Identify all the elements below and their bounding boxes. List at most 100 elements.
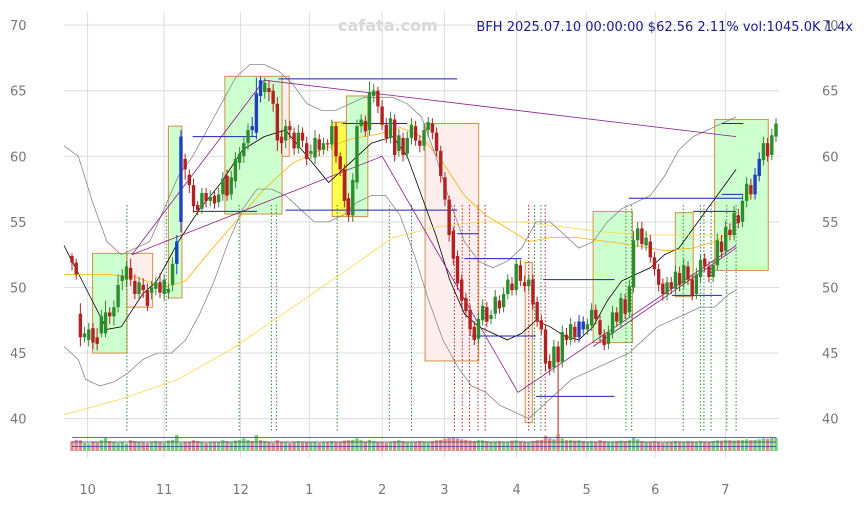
candle-body [418,140,422,146]
volume-bar [351,439,355,451]
y-tick-label: 60 [822,150,839,165]
trend-line [381,156,519,393]
volume-bar [128,440,133,451]
volume-bar [640,441,644,451]
candle-body [372,90,376,96]
volume-bar [170,439,175,451]
volume-bar [623,441,627,451]
candle-body [753,174,757,195]
volume-bar [254,435,259,451]
volume-bar [447,438,451,451]
candle-body [317,139,321,150]
volume-bar [715,440,720,451]
candle-body [728,229,732,235]
candle-body [552,346,556,368]
volume-bar [397,440,401,451]
volume-bar [548,438,552,451]
candle-body [149,287,154,293]
candle-body [384,124,388,138]
candle-body [388,118,393,138]
candle-body [212,195,217,204]
candle-body [669,282,673,289]
candle-body [703,258,707,267]
volume-bar [196,441,200,451]
candle-body [573,326,577,338]
candle-body [70,255,74,263]
candle-body [154,282,158,289]
volume-bar [543,435,548,451]
volume-bar [564,440,569,451]
candle-body [359,119,363,127]
volume-bar [237,439,242,451]
watermark: cafata.com [338,16,438,35]
x-tick-label: 5 [583,483,591,498]
y-tick-label: 40 [822,413,839,428]
candle-body [179,136,183,222]
candle-body [87,329,91,340]
ma_short-line [63,129,737,341]
candle-body [78,313,83,338]
candle-body [405,137,409,154]
volume-bar [108,441,112,451]
volume-bar [372,441,376,451]
candle-body [589,309,594,326]
volume-bar [418,441,422,451]
candle-body [95,337,99,344]
candle-body [413,126,418,141]
volume-bar [673,441,678,451]
x-tick-label: 7 [721,483,729,498]
volume-bar [204,442,208,451]
volume-bar [464,439,468,451]
candle-body [124,266,129,280]
candle-body [602,334,606,346]
volume-bar [770,438,774,451]
candle-body [761,143,766,161]
candle-body [560,332,564,363]
volume-bar [179,442,183,451]
volume-bar [476,440,481,451]
volume-bar [275,440,280,451]
candle-body [430,123,435,133]
candle-body [636,228,640,241]
volume-bar [263,441,267,451]
candle-body [225,175,229,196]
candle-body [250,126,254,131]
volume-bar [250,441,254,451]
candle-body [640,228,644,245]
y-tick-label: 45 [10,347,27,362]
volume-bar [636,439,640,451]
pattern-box-down [281,75,290,157]
candle-body [631,240,636,288]
candle-body [145,290,150,306]
y-tick-label: 55 [822,216,839,231]
candle-body [707,266,711,277]
y-tick-label: 70 [10,19,27,34]
y-tick-label: 50 [822,281,839,296]
candle-body [715,240,720,266]
candle-body [426,122,430,131]
candle-body [556,346,560,363]
candle-body [99,316,104,334]
candle-body [175,241,179,264]
candle-body [74,262,78,275]
volume-bar [728,440,732,451]
volume-bar [652,441,657,451]
volume-bar [744,439,749,451]
candle-body [501,294,506,308]
volume-bar [133,441,137,451]
volume-bar [732,440,736,451]
candle-body [346,198,351,216]
volume-bar [258,440,263,451]
candle-body [510,283,514,291]
volume-bar [296,441,300,451]
volume-bar [719,440,724,451]
trend-line [131,79,737,255]
pattern-box-up [92,252,128,354]
candle-body [711,265,715,277]
volume-bar [246,440,250,451]
candle-body [506,279,510,295]
bands-line [63,188,737,420]
candle-body [166,288,171,293]
candle-body [740,200,745,222]
